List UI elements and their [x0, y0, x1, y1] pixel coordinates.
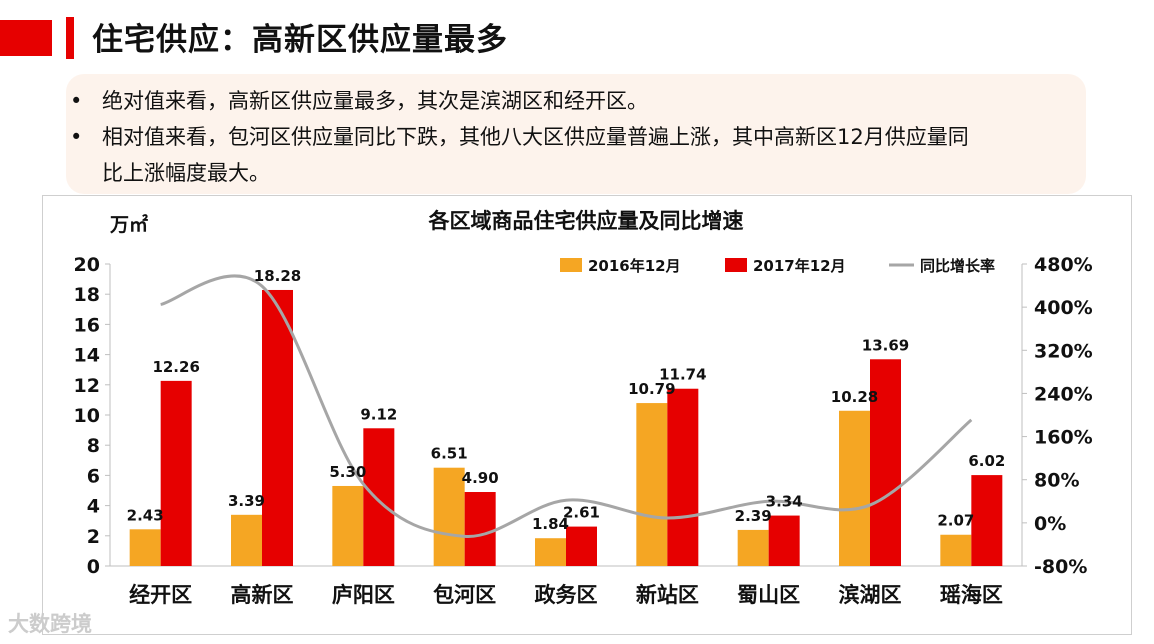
y2-tick-label: 80% [1034, 470, 1079, 492]
bullet-text: 相对值来看，包河区供应量同比下跌，其他八大区供应量普遍上涨，其中高新区12月供应… [102, 125, 969, 149]
bullet-marker: • [70, 125, 83, 149]
data-label-2017: 2.61 [563, 504, 600, 522]
bar-2017 [160, 380, 192, 566]
y-tick-label: 0 [87, 556, 100, 578]
y2-tick-label: -80% [1034, 556, 1087, 578]
bar-2017 [262, 289, 293, 566]
data-label-2016: 10.28 [831, 388, 878, 406]
bar-2017 [971, 475, 1003, 566]
bullet-text: 绝对值来看，高新区供应量最多，其次是滨湖区和经开区。 [102, 89, 648, 113]
x-tick-label: 经开区 [129, 583, 192, 607]
x-tick-label: 瑶海区 [940, 583, 1003, 607]
data-label-2017: 11.74 [659, 366, 706, 384]
chart-title: 各区域商品住宅供应量及同比增速 [428, 209, 744, 233]
data-label-2016: 2.39 [735, 507, 772, 525]
bar-2017 [464, 492, 496, 566]
data-label-2016: 6.51 [431, 445, 468, 463]
bar-2017 [363, 428, 395, 566]
watermark: 大数跨境 [8, 612, 92, 636]
bar-2017 [566, 526, 597, 566]
title-accent-bar [66, 17, 74, 59]
bar-2016 [332, 485, 364, 566]
bar-2016 [940, 534, 972, 566]
x-tick-label: 包河区 [433, 583, 496, 607]
legend-swatch-2016 [560, 258, 582, 272]
y-tick-label: 14 [74, 345, 100, 367]
y2-tick-label: 400% [1034, 297, 1093, 319]
bar-2017 [768, 515, 800, 566]
bar-2016 [129, 529, 161, 566]
x-tick-label: 新站区 [636, 583, 699, 607]
x-tick-label: 庐阳区 [332, 583, 395, 607]
data-label-2017: 13.69 [862, 336, 909, 354]
y-tick-label: 12 [74, 375, 100, 397]
y-tick-label: 2 [87, 526, 100, 548]
legend-label-growth: 同比增长率 [920, 257, 995, 275]
y-tick-label: 4 [87, 496, 100, 518]
data-label-2017: 18.28 [254, 267, 301, 285]
y-tick-label: 6 [87, 465, 100, 487]
bar-2016 [535, 538, 566, 566]
y2-tick-label: 480% [1034, 254, 1093, 276]
bar-2016 [737, 529, 769, 566]
summary-box [66, 74, 1086, 194]
data-label-2017: 4.90 [462, 469, 499, 487]
y2-tick-label: 320% [1034, 340, 1093, 362]
title-accent-block [0, 20, 52, 56]
y2-tick-label: 240% [1034, 383, 1093, 405]
bar-2016 [433, 467, 465, 566]
page-title: 住宅供应：高新区供应量最多 [92, 22, 508, 58]
data-label-2017: 3.34 [766, 493, 803, 511]
bar-2016 [839, 410, 870, 566]
y-axis-label: 万㎡ [109, 213, 148, 236]
data-label-2017: 9.12 [360, 405, 397, 423]
x-tick-label: 高新区 [231, 583, 294, 607]
x-tick-label: 滨湖区 [839, 583, 902, 607]
legend-label-2017: 2017年12月 [753, 257, 846, 275]
y-tick-label: 10 [74, 405, 100, 427]
y-tick-label: 8 [87, 435, 100, 457]
data-label-2016: 1.84 [532, 515, 569, 533]
y-tick-label: 16 [74, 314, 100, 336]
bullet-text: 比上涨幅度最大。 [102, 161, 270, 185]
data-label-2016: 2.43 [127, 506, 164, 524]
bar-2017 [870, 359, 901, 566]
y2-tick-label: 0% [1034, 513, 1066, 535]
x-tick-label: 政务区 [535, 583, 598, 607]
bar-2017 [667, 388, 699, 566]
x-tick-label: 蜀山区 [737, 583, 800, 607]
bar-2016 [636, 403, 668, 566]
y2-tick-label: 160% [1034, 427, 1093, 449]
legend-swatch-2017 [725, 258, 747, 272]
data-label-2017: 12.26 [152, 358, 199, 376]
data-label-2016: 3.39 [228, 492, 265, 510]
data-label-2017: 6.02 [968, 452, 1005, 470]
legend-label-2016: 2016年12月 [588, 257, 681, 275]
bar-2016 [231, 514, 262, 566]
data-label-2016: 10.79 [628, 380, 675, 398]
data-label-2016: 2.07 [937, 512, 974, 530]
data-label-2016: 5.30 [329, 463, 366, 481]
growth-rate-line [160, 274, 973, 538]
y-tick-label: 18 [74, 284, 100, 306]
y-tick-label: 20 [74, 254, 100, 276]
bullet-marker: • [70, 89, 83, 113]
